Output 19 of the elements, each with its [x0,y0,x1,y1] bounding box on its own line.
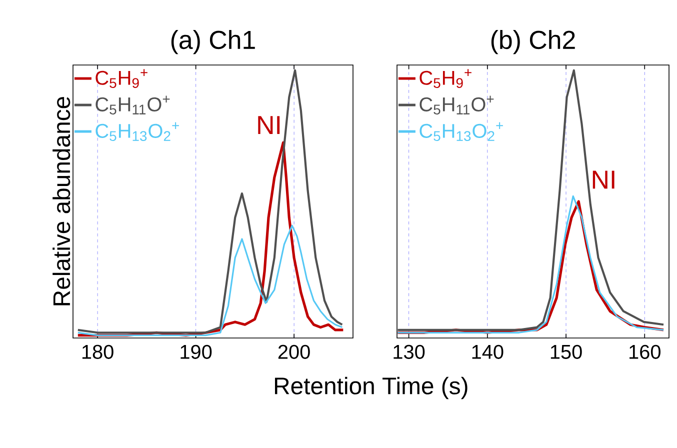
y-axis-title: Relative abundance [52,96,70,306]
x-tick-label: 200 [278,344,310,359]
x-tick-label: 130 [394,344,425,359]
legend-label: C$_{5}$H$_{13}$O$_{2}$+ [96,122,179,142]
x-tick-label: 160 [630,344,660,359]
legend-label: C$_{5}$H$_{11}$O$^{+}$ [96,96,170,114]
chart-title: (b) Ch2 [491,30,575,54]
legend-label: C$_{5}$H$_{9}$+ [420,69,472,88]
x-tick-label: 150 [550,344,582,359]
legend-label: C$_{5}$H$_{11}$O$^{+}$ [420,96,494,114]
chart-title: (a) Ch1 [171,30,255,54]
x-axis-title: Retention Time (s) [275,376,468,400]
legend-label: C$_{5}$H$_{13}$O$_{2}$+ [420,122,503,142]
x-tick-label: 190 [180,344,212,359]
x-tick-label: 180 [82,344,114,359]
text: C$_{5}$H$_{9}$+ [96,69,148,88]
x-tick-label: 140 [472,344,504,359]
annotation: NI [258,116,280,134]
annotation: NI [592,170,614,189]
